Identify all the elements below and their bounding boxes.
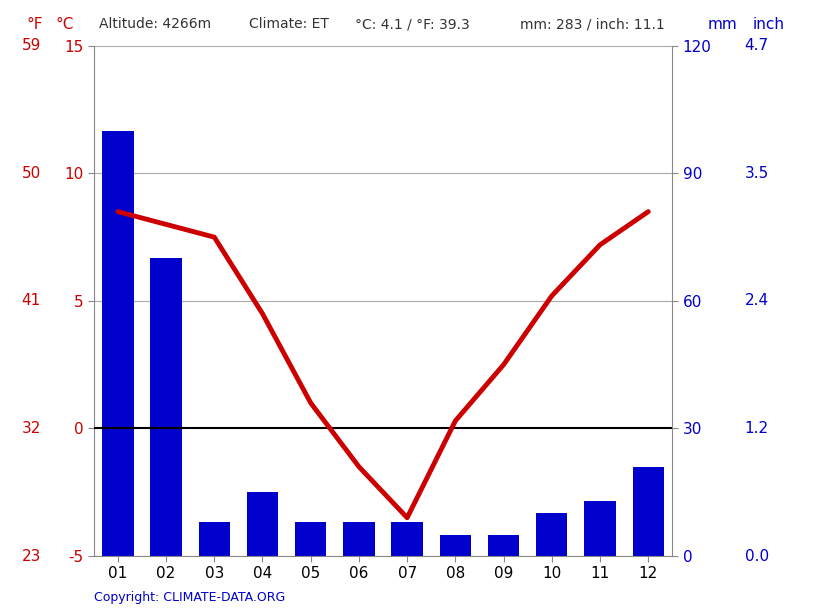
Text: 41: 41 <box>22 293 41 309</box>
Text: °C: °C <box>55 17 74 32</box>
Text: 3.5: 3.5 <box>745 166 769 181</box>
Text: 23: 23 <box>21 549 41 563</box>
Text: 59: 59 <box>21 38 41 53</box>
Text: 4.7: 4.7 <box>745 38 769 53</box>
Bar <box>440 535 471 556</box>
Bar <box>102 131 134 556</box>
Text: 50: 50 <box>22 166 41 181</box>
Bar <box>295 522 326 556</box>
Text: 0.0: 0.0 <box>745 549 769 563</box>
Text: mm: 283 / inch: 11.1: mm: 283 / inch: 11.1 <box>520 17 665 31</box>
Bar <box>632 467 664 556</box>
Text: °F: °F <box>26 17 42 32</box>
Bar <box>536 513 567 556</box>
Text: Altitude: 4266m: Altitude: 4266m <box>99 17 212 31</box>
Bar <box>584 501 615 556</box>
Text: 1.2: 1.2 <box>745 421 769 436</box>
Text: Copyright: CLIMATE-DATA.ORG: Copyright: CLIMATE-DATA.ORG <box>94 591 285 604</box>
Bar <box>151 258 182 556</box>
Text: °C: 4.1 / °F: 39.3: °C: 4.1 / °F: 39.3 <box>355 17 469 31</box>
Bar <box>488 535 519 556</box>
Bar <box>343 522 375 556</box>
Bar <box>247 492 278 556</box>
Text: 2.4: 2.4 <box>745 293 769 309</box>
Text: mm: mm <box>707 17 738 32</box>
Text: 32: 32 <box>21 421 41 436</box>
Bar <box>391 522 423 556</box>
Bar <box>199 522 230 556</box>
Text: Climate: ET: Climate: ET <box>249 17 328 31</box>
Text: inch: inch <box>753 17 785 32</box>
